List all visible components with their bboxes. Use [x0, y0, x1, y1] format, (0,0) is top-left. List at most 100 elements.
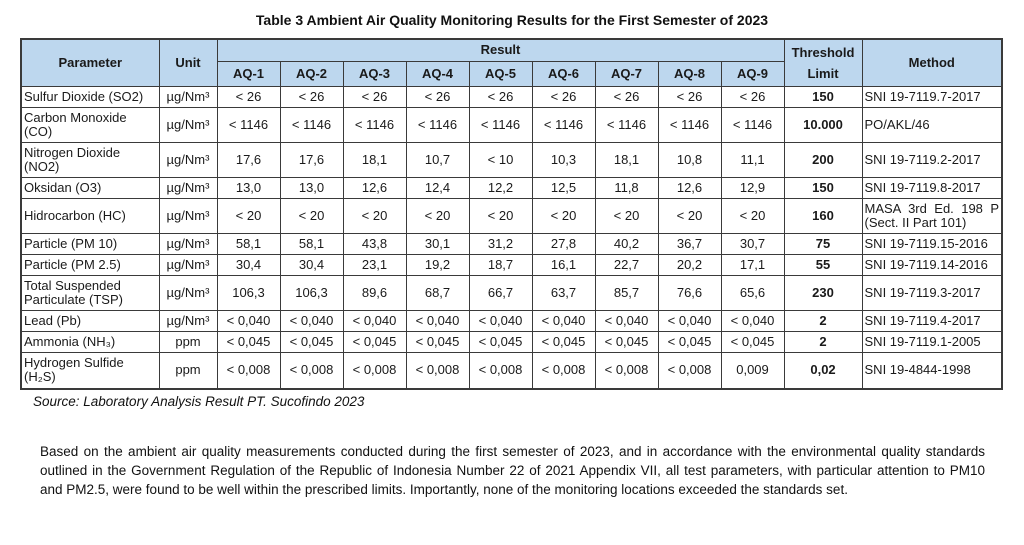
value-cell-aq3: 43,8	[342, 233, 407, 256]
value-cell-aq4: 30,1	[405, 233, 470, 256]
document-page: Table 3 Ambient Air Quality Monitoring R…	[0, 12, 1024, 545]
parameter-cell: Ammonia (NH₃)	[20, 331, 160, 354]
value-cell-aq8: 12,6	[657, 177, 722, 200]
value-cell-aq6: 27,8	[531, 233, 596, 256]
value-cell-aq6: < 0,008	[531, 352, 596, 389]
value-cell-aq8: < 0,040	[657, 310, 722, 333]
value-cell-aq4: < 26	[405, 85, 470, 109]
col-header-result: Result	[216, 38, 785, 62]
value-cell-aq4: 10,7	[405, 142, 470, 179]
col-header-station-aq9: AQ-9	[720, 61, 785, 87]
value-cell-aq7: < 0,045	[594, 331, 659, 354]
threshold-cell: 2	[783, 310, 863, 333]
value-cell-aq8: 76,6	[657, 275, 722, 312]
header-row-top: Parameter Unit Result Threshold Limit Me…	[20, 38, 1003, 87]
value-cell-aq4: < 0,045	[405, 331, 470, 354]
value-cell-aq1: < 20	[216, 198, 281, 235]
value-cell-aq6: 16,1	[531, 254, 596, 277]
value-cell-aq5: < 0,008	[468, 352, 533, 389]
method-cell: SNI 19-7119.8-2017	[861, 177, 1003, 200]
col-header-station-aq8: AQ-8	[657, 61, 722, 87]
parameter-cell: Oksidan (O3)	[20, 177, 160, 200]
col-header-station-aq2: AQ-2	[279, 61, 344, 87]
value-cell-aq9: < 1146	[720, 107, 785, 144]
value-cell-aq5: < 0,040	[468, 310, 533, 333]
value-cell-aq1: < 0,040	[216, 310, 281, 333]
value-cell-aq1: 30,4	[216, 254, 281, 277]
value-cell-aq6: < 20	[531, 198, 596, 235]
unit-cell: µg/Nm³	[158, 198, 218, 235]
unit-cell: µg/Nm³	[158, 233, 218, 256]
value-cell-aq6: 63,7	[531, 275, 596, 312]
value-cell-aq1: 13,0	[216, 177, 281, 200]
parameter-cell: Carbon Monoxide (CO)	[20, 107, 160, 144]
value-cell-aq2: 17,6	[279, 142, 344, 179]
value-cell-aq5: 18,7	[468, 254, 533, 277]
col-header-station-aq1: AQ-1	[216, 61, 281, 87]
col-header-unit: Unit	[158, 38, 218, 87]
value-cell-aq3: < 20	[342, 198, 407, 235]
method-cell: SNI 19-7119.7-2017	[861, 85, 1003, 109]
value-cell-aq1: 17,6	[216, 142, 281, 179]
value-cell-aq9: 65,6	[720, 275, 785, 312]
unit-cell: µg/Nm³	[158, 275, 218, 312]
parameter-cell: Lead (Pb)	[20, 310, 160, 333]
value-cell-aq2: 30,4	[279, 254, 344, 277]
value-cell-aq7: 18,1	[594, 142, 659, 179]
value-cell-aq3: < 0,040	[342, 310, 407, 333]
value-cell-aq6: < 0,045	[531, 331, 596, 354]
table-title: Table 3 Ambient Air Quality Monitoring R…	[255, 12, 769, 28]
value-cell-aq3: < 26	[342, 85, 407, 109]
value-cell-aq5: < 10	[468, 142, 533, 179]
table-row: Lead (Pb) µg/Nm³ < 0,040 < 0,040 < 0,040 < 0,…	[20, 310, 1003, 333]
table-row: Hydrogen Sulfide (H₂S) ppm < 0,008 < 0,008 <…	[20, 352, 1003, 389]
method-cell: SNI 19-7119.4-2017	[861, 310, 1003, 333]
table-row: Carbon Monoxide (CO) µg/Nm³ < 1146 < 1146 < …	[20, 107, 1003, 144]
table-row: Nitrogen Dioxide (NO2) µg/Nm³ 17,6 17,6 18,1…	[20, 142, 1003, 179]
value-cell-aq8: < 20	[657, 198, 722, 235]
value-cell-aq8: < 1146	[657, 107, 722, 144]
value-cell-aq7: 85,7	[594, 275, 659, 312]
value-cell-aq9: < 0,045	[720, 331, 785, 354]
value-cell-aq7: 22,7	[594, 254, 659, 277]
value-cell-aq6: 12,5	[531, 177, 596, 200]
value-cell-aq8: < 0,008	[657, 352, 722, 389]
value-cell-aq5: 31,2	[468, 233, 533, 256]
unit-cell: µg/Nm³	[158, 310, 218, 333]
col-header-parameter: Parameter	[20, 38, 160, 87]
threshold-cell: 2	[783, 331, 863, 354]
table-row: Particle (PM 2.5) µg/Nm³ 30,4 30,4 23,1 19,2 1…	[20, 254, 1003, 277]
value-cell-aq5: < 1146	[468, 107, 533, 144]
method-cell: PO/AKL/46	[861, 107, 1003, 144]
value-cell-aq3: < 0,045	[342, 331, 407, 354]
value-cell-aq6: 10,3	[531, 142, 596, 179]
value-cell-aq9: 0,009	[720, 352, 785, 389]
method-cell: SNI 19-7119.14-2016	[861, 254, 1003, 277]
parameter-cell: Sulfur Dioxide (SO2)	[20, 85, 160, 109]
value-cell-aq4: 12,4	[405, 177, 470, 200]
value-cell-aq7: < 0,040	[594, 310, 659, 333]
method-cell: SNI 19-7119.1-2005	[861, 331, 1003, 354]
value-cell-aq1: 106,3	[216, 275, 281, 312]
value-cell-aq5: < 20	[468, 198, 533, 235]
col-header-station-aq6: AQ-6	[531, 61, 596, 87]
unit-cell: µg/Nm³	[158, 177, 218, 200]
col-header-station-aq3: AQ-3	[342, 61, 407, 87]
value-cell-aq5: 12,2	[468, 177, 533, 200]
value-cell-aq7: 11,8	[594, 177, 659, 200]
threshold-cell: 75	[783, 233, 863, 256]
header-row-stations: AQ-1 AQ-2 AQ-3 AQ-4 AQ-5 AQ-6 AQ-7 AQ-8 …	[21, 61, 1002, 87]
value-cell-aq2: < 26	[279, 85, 344, 109]
value-cell-aq2: < 1146	[279, 107, 344, 144]
table-header: Parameter Unit Result Threshold Limit Me…	[20, 38, 1003, 87]
value-cell-aq2: < 0,045	[279, 331, 344, 354]
threshold-cell: 0,02	[783, 352, 863, 389]
value-cell-aq7: 40,2	[594, 233, 659, 256]
value-cell-aq6: < 0,040	[531, 310, 596, 333]
table-row: Particle (PM 10) µg/Nm³ 58,1 58,1 43,8 30,1 31…	[20, 233, 1003, 256]
table-body: Sulfur Dioxide (SO2) µg/Nm³ < 26 < 26 < 26 < …	[20, 85, 1003, 389]
unit-cell: ppm	[158, 352, 218, 389]
value-cell-aq1: < 1146	[216, 107, 281, 144]
threshold-cell: 230	[783, 275, 863, 312]
col-header-station-aq5: AQ-5	[468, 61, 533, 87]
